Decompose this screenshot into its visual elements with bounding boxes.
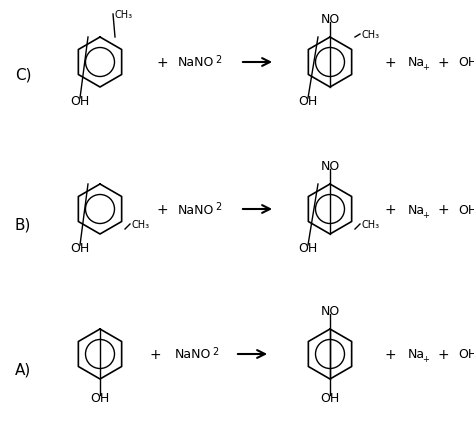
Text: 2: 2 [212, 346, 218, 356]
Text: OH: OH [298, 241, 318, 254]
Text: +: + [422, 210, 429, 219]
Text: OH: OH [70, 95, 90, 108]
Text: NaNO: NaNO [175, 348, 211, 360]
Text: NO: NO [320, 159, 340, 173]
Text: B): B) [15, 217, 31, 232]
Text: OH: OH [320, 391, 340, 404]
Text: OH: OH [298, 95, 318, 108]
Text: +: + [437, 347, 449, 361]
Text: CH₃: CH₃ [362, 219, 380, 230]
Text: Na: Na [408, 203, 425, 216]
Text: C): C) [15, 67, 31, 82]
Text: OH: OH [458, 348, 474, 360]
Text: +: + [437, 202, 449, 216]
Text: Na: Na [408, 348, 425, 360]
Text: Na: Na [408, 57, 425, 69]
Text: +: + [149, 347, 161, 361]
Text: +: + [384, 347, 396, 361]
Text: NaNO: NaNO [178, 57, 214, 69]
Text: NO: NO [320, 13, 340, 26]
Text: OH: OH [458, 203, 474, 216]
Text: NO: NO [320, 304, 340, 317]
Text: +: + [156, 202, 168, 216]
Text: OH: OH [91, 391, 109, 404]
Text: 2: 2 [215, 55, 221, 65]
Text: +: + [422, 64, 429, 72]
Text: OH: OH [458, 57, 474, 69]
Text: CH₃: CH₃ [132, 219, 150, 230]
Text: NaNO: NaNO [178, 203, 214, 216]
Text: CH₃: CH₃ [115, 10, 133, 20]
Text: +: + [422, 355, 429, 364]
Text: +: + [156, 56, 168, 70]
Text: +: + [384, 202, 396, 216]
Text: CH₃: CH₃ [362, 30, 380, 40]
Text: OH: OH [70, 241, 90, 254]
Text: +: + [437, 56, 449, 70]
Text: A): A) [15, 362, 31, 377]
Text: 2: 2 [215, 201, 221, 212]
Text: +: + [384, 56, 396, 70]
